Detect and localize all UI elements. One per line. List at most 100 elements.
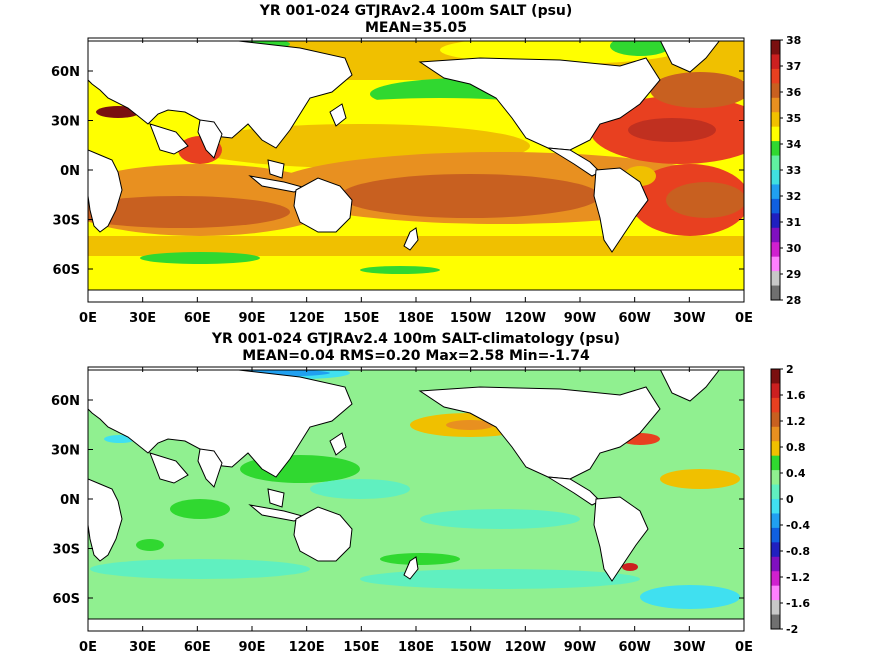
top-lon-label: 30E [129,311,156,326]
bottom-colorbar-swatch [771,470,780,486]
top-colorbar-label: 36 [786,86,802,99]
top-lon-label: 0E [735,311,753,326]
bottom-colorbar-swatch [771,412,780,428]
top-lon-labels: 0E 30E 60E 90E 120E 150E 180E 150W 120W 90W 60W 30W… [79,311,753,326]
top-colorbar-swatch [771,184,780,200]
bottom-colorbar-swatch [771,585,780,601]
top-colorbar-label: 28 [786,294,801,307]
bottom-lat-label: 30S [53,543,80,558]
bottom-lon-label: 150W [450,640,491,655]
top-lon-label: 150E [343,311,379,326]
bottom-lat-label: 60S [53,592,80,607]
top-colorbar-swatch [771,40,780,55]
bottom-colorbar: 2 1.6 1.2 0.8 0.4 0 -0.4 -0.8 -1.2 -1.6 -2 [770,363,810,636]
top-lon-label: 150W [450,311,491,326]
top-lon-label: 0E [79,311,97,326]
top-colorbar-swatch [771,285,780,301]
top-lat-label: 30N [51,115,80,130]
top-colorbar-swatch [771,256,780,272]
top-colorbar-swatch [771,213,780,229]
bottom-colorbar-label: -0.4 [786,519,810,532]
top-map-title: YR 001-024 GTJRAv2.4 100m SALT (psu) [259,3,573,19]
bottom-colorbar-swatch [771,527,780,543]
bottom-colorbar-label: 0 [786,493,794,506]
bottom-colorbar-swatch [771,426,780,442]
top-colorbar-swatch [771,141,780,157]
bottom-map-title: YR 001-024 GTJRAv2.4 100m SALT-climatolo… [211,331,621,347]
bottom-lon-label: 60E [184,640,211,655]
bottom-colorbar-swatch [771,571,780,587]
bottom-colorbar-swatch [771,441,780,457]
top-colorbar-swatch [771,242,780,258]
top-colorbar-swatch [771,83,780,99]
bottom-lon-label: 0E [79,640,97,655]
top-colorbar-swatch [771,97,780,113]
top-colorbar-label: 32 [786,190,801,203]
bottom-lon-label: 150E [343,640,379,655]
bottom-lon-label: 0E [735,640,753,655]
top-lat-label: 0N [60,164,80,179]
top-lat-label: 30S [53,214,80,229]
bottom-colorbar-swatch [771,556,780,572]
bottom-anomaly-field [88,367,744,631]
bottom-lon-label: 30W [673,640,705,655]
top-colorbar-label: 34 [786,138,802,151]
bottom-lat-label: 30N [51,444,80,459]
bottom-colorbar-label: 0.4 [786,467,806,480]
bottom-colorbar-swatch [771,383,780,399]
top-colorbar-label: 29 [786,268,801,281]
top-lon-label: 90E [239,311,266,326]
bottom-colorbar-swatch [771,397,780,413]
top-colorbar-swatch [771,198,780,214]
top-map: 0E 30E 60E 90E 120E 150E 180E 150W 120W 90W 60W 30W… [51,34,802,326]
bottom-colorbar-label: 2 [786,363,794,376]
bottom-colorbar-swatch [771,513,780,529]
bottom-colorbar-label: -2 [786,623,798,636]
top-colorbar-label: 35 [786,112,801,125]
top-map-ticks [87,38,745,302]
bottom-colorbar-swatch [771,600,780,616]
bottom-lat-label: 0N [60,493,80,508]
top-lon-label: 60E [184,311,211,326]
top-salinity-field [88,38,744,302]
bottom-lon-label: 90E [239,640,266,655]
bottom-colorbar-swatch [771,455,780,471]
bottom-colorbar-label: -1.2 [786,571,810,584]
bottom-lon-labels: 0E 30E 60E 90E 120E 150E 180E 150W 120W 90W 60W 30W… [79,640,753,655]
top-colorbar-swatch [771,68,780,84]
bottom-colorbar-swatch [771,542,780,558]
top-lon-label: 30W [673,311,705,326]
top-colorbar: 38 37 36 35 34 33 32 31 30 29 28 [770,34,802,307]
top-lon-label: 120E [289,311,325,326]
bottom-lon-label: 30E [129,640,156,655]
top-colorbar-swatch [771,227,780,243]
top-lat-label: 60S [53,263,80,278]
bottom-colorbar-swatch [771,614,780,630]
top-colorbar-swatch [771,271,780,287]
bottom-colorbar-swatch [771,499,780,514]
bottom-colorbar-label: 0.8 [786,441,806,454]
bottom-map-stats: MEAN=0.04 RMS=0.20 Max=2.58 Min=-1.74 [242,348,590,364]
bottom-colorbar-swatch [771,369,780,384]
top-colorbar-swatch [771,112,780,128]
top-lon-label: 90W [564,311,596,326]
top-colorbar-swatch [771,54,780,70]
bottom-lat-label: 60N [51,394,80,409]
top-colorbar-label: 31 [786,216,801,229]
bottom-lon-label: 90W [564,640,596,655]
top-colorbar-label: 30 [786,242,802,255]
top-lon-label: 180E [398,311,434,326]
bottom-map-ticks [87,367,745,631]
top-colorbar-label: 37 [786,60,801,73]
top-colorbar-label: 33 [786,164,801,177]
bottom-colorbar-label: 1.2 [786,415,806,428]
bottom-colorbar-swatch [771,484,780,500]
bottom-lon-label: 60W [618,640,650,655]
bottom-lon-label: 120W [505,640,546,655]
top-map-mean: MEAN=35.05 [364,20,468,36]
bottom-colorbar-label: 1.6 [786,389,806,402]
bottom-map: 0E 30E 60E 90E 120E 150E 180E 150W 120W 90W 60W 30W… [51,363,810,655]
top-lon-label: 60W [618,311,650,326]
top-colorbar-label: 38 [786,34,801,47]
